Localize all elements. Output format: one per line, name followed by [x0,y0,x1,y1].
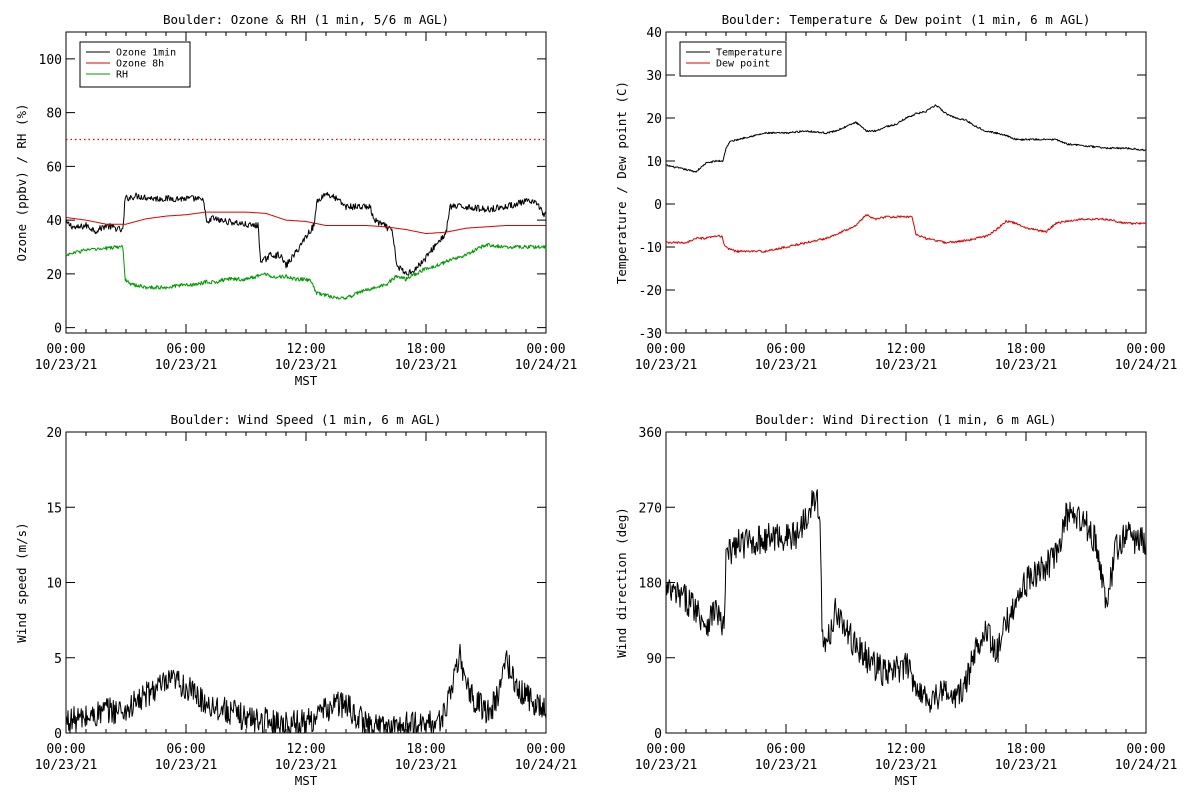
x-tick-date-label: 10/23/21 [275,358,338,373]
y-tick-label: -20 [639,284,662,299]
x-tick-date-label: 10/23/21 [275,758,338,773]
x-tick-date-label: 10/23/21 [995,358,1058,373]
legend-label: RH [116,70,128,81]
x-axis-label: MST [295,773,318,788]
x-axis-label: MST [895,773,918,788]
ozone-rh-panel: Boulder: Ozone & RH (1 min, 5/6 m AGL) 0 2… [14,12,577,388]
x-tick-date-label: 10/24/21 [1115,358,1178,373]
chart-title: Boulder: Wind Speed (1 min, 6 m AGL) [171,412,442,427]
y-tick-label: -30 [639,327,662,342]
y-tick-label: 180 [639,577,662,592]
legend-box [679,41,787,77]
y-tick-label: 60 [46,160,62,175]
x-tick-date-label: 10/23/21 [995,758,1058,773]
y-axis-label: Temperature / Dew point (C) [614,81,629,284]
series-line-dew-point [665,214,1147,253]
plot-frame [665,31,1147,334]
series-line-rh [65,242,547,300]
x-tick-time-label: 00:00 [1126,742,1165,757]
x-tick-time-label: 12:00 [286,742,325,757]
y-tick-label: 270 [639,501,662,516]
temperature-dewpoint-panel: Boulder: Temperature & Dew point (1 min,… [614,12,1177,373]
legend-box [79,41,191,88]
y-tick-label: 0 [54,727,62,742]
series-line-data [65,643,547,734]
x-tick-time-label: 18:00 [406,742,445,757]
x-tick-date-label: 10/23/21 [875,358,938,373]
x-axis-label: MST [295,373,318,388]
x-tick-time-label: 00:00 [646,742,685,757]
y-tick-label: 10 [46,577,62,592]
x-tick-date-label: 10/24/21 [515,358,578,373]
y-tick-label: 20 [646,112,662,127]
x-tick-date-label: 10/23/21 [755,358,818,373]
plot-frame [665,431,1147,734]
x-tick-date-label: 10/23/21 [635,358,698,373]
x-tick-time-label: 00:00 [646,342,685,357]
y-tick-label: 15 [46,501,62,516]
x-tick-date-label: 10/23/21 [395,758,458,773]
series-line-ozone-8h [65,211,546,235]
chart-title: Boulder: Wind Direction (1 min, 6 m AGL) [755,412,1056,427]
wind-direction-panel: Boulder: Wind Direction (1 min, 6 m AGL)… [614,412,1177,788]
y-tick-label: 40 [46,214,62,229]
x-tick-date-label: 10/24/21 [515,758,578,773]
x-tick-time-label: 06:00 [166,742,205,757]
x-tick-time-label: 06:00 [766,742,805,757]
x-tick-time-label: 00:00 [526,342,565,357]
x-tick-time-label: 00:00 [526,742,565,757]
y-tick-label: 0 [654,727,662,742]
x-tick-time-label: 12:00 [886,342,925,357]
y-tick-label: 40 [646,26,662,41]
x-tick-time-label: 12:00 [286,342,325,357]
y-tick-label: 80 [46,107,62,122]
x-tick-time-label: 06:00 [166,342,205,357]
chart-title: Boulder: Temperature & Dew point (1 min,… [722,12,1091,27]
x-tick-time-label: 06:00 [766,342,805,357]
y-tick-label: 360 [639,426,662,441]
legend-label: Dew point [716,59,770,70]
y-axis-label: Wind direction (deg) [614,507,629,658]
chart-title: Boulder: Ozone & RH (1 min, 5/6 m AGL) [163,12,449,27]
y-tick-label: -10 [639,241,662,256]
series-line-data [665,489,1147,713]
y-axis-label: Wind speed (m/s) [14,522,29,642]
x-tick-time-label: 18:00 [1006,742,1045,757]
y-tick-label: 0 [654,198,662,213]
x-tick-time-label: 00:00 [1126,342,1165,357]
x-tick-date-label: 10/23/21 [755,758,818,773]
x-tick-date-label: 10/23/21 [155,358,218,373]
x-tick-date-label: 10/23/21 [155,758,218,773]
x-tick-time-label: 18:00 [406,342,445,357]
legend-label: Ozone 8h [116,59,164,70]
y-tick-label: 20 [46,426,62,441]
x-tick-date-label: 10/24/21 [1115,758,1178,773]
x-tick-date-label: 10/23/21 [395,358,458,373]
y-tick-label: 10 [646,155,662,170]
legend-label: Temperature [716,48,782,59]
plot-frame [65,431,547,734]
x-tick-time-label: 18:00 [1006,342,1045,357]
x-tick-time-label: 12:00 [886,742,925,757]
series-line-ozone-1min [65,191,547,276]
y-tick-label: 100 [39,53,62,68]
x-tick-date-label: 10/23/21 [875,758,938,773]
y-tick-label: 30 [646,69,662,84]
y-axis-label: Ozone (ppbv) / RH (%) [14,103,29,261]
y-tick-label: 90 [646,652,662,667]
legend-label: Ozone 1min [116,48,176,59]
x-tick-time-label: 00:00 [46,342,85,357]
series-line-temperature [666,104,1147,173]
y-tick-label: 20 [46,268,62,283]
wind-speed-panel: Boulder: Wind Speed (1 min, 6 m AGL) 0 5 10… [14,412,577,788]
y-tick-label: 5 [54,652,62,667]
x-tick-date-label: 10/23/21 [635,758,698,773]
x-tick-date-label: 10/23/21 [35,758,98,773]
x-tick-date-label: 10/23/21 [35,358,98,373]
y-tick-label: 0 [54,322,62,337]
x-tick-time-label: 00:00 [46,742,85,757]
